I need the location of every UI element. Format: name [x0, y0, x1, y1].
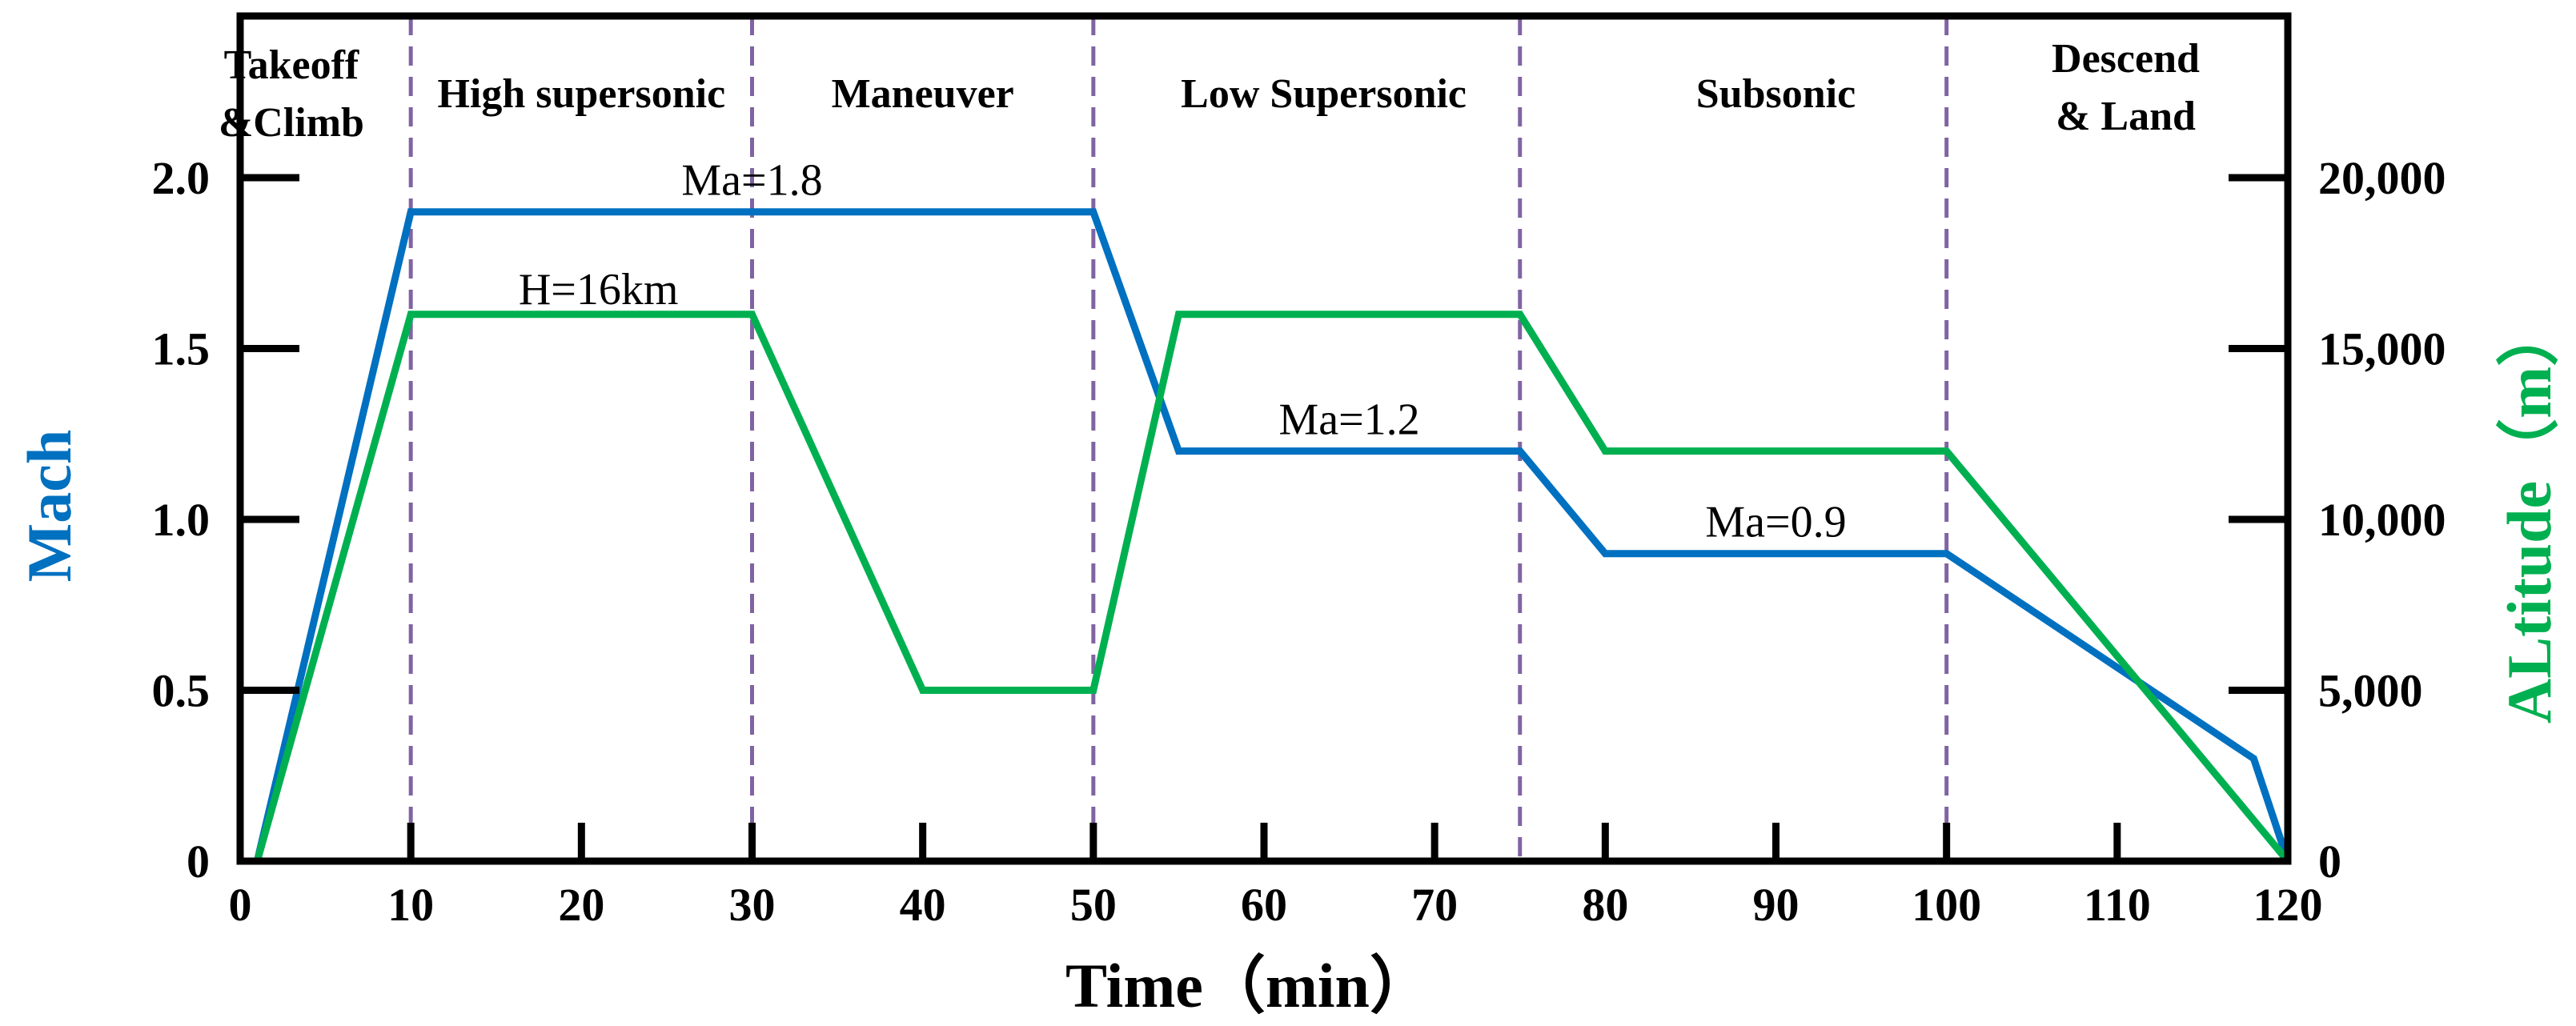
axes-layer: [236, 12, 2292, 865]
y-left-tick-label-1: 0.5: [152, 665, 211, 717]
phase-label-3: Low Supersonic: [1181, 71, 1467, 117]
plot-frame: [236, 12, 2292, 865]
x-tick-label-10: 100: [1912, 879, 1981, 931]
x-tick-label-7: 70: [1411, 879, 1458, 931]
x-tick-label-9: 90: [1753, 879, 1800, 931]
x-tick-label-2: 20: [558, 879, 604, 931]
phase-label-2: Maneuver: [832, 71, 1014, 117]
y-left-axis-label: Mach: [14, 430, 84, 583]
annotation-2: Ma=1.2: [1278, 395, 1419, 444]
y-left-tick-label-0: 0: [187, 836, 210, 888]
phase-label-5: Descend & Land: [2052, 36, 2200, 139]
series-line-altitude: [253, 311, 2291, 864]
x-tick-label-8: 80: [1582, 879, 1628, 931]
x-tick-label-0: 0: [229, 879, 252, 931]
x-tick-label-3: 30: [729, 879, 776, 931]
text-layer: 0 10 20 30 40 50 60 70 80 90 100 110 12000.51.01.52.…: [14, 36, 2564, 1020]
phase-boundary-layer: [408, 16, 1949, 861]
annotation-3: Ma=0.9: [1705, 497, 1846, 547]
x-axis-label: Time（min）: [1065, 951, 1432, 1020]
phase-label-0: Takeoff &Climb: [219, 42, 364, 146]
x-tick-label-1: 10: [387, 879, 434, 931]
x-tick-label-4: 40: [900, 879, 946, 931]
y-right-tick-label-2: 10,000: [2318, 494, 2446, 546]
annotation-0: Ma=1.8: [681, 155, 822, 205]
x-tick-label-11: 110: [2084, 879, 2151, 931]
annotation-1: H=16km: [519, 265, 679, 315]
series-line-mach: [253, 208, 2292, 863]
y-left-tick-label-3: 1.5: [152, 323, 211, 375]
y-left-tick-label-2: 1.0: [152, 494, 211, 546]
y-right-tick-label-1: 5,000: [2318, 665, 2423, 717]
y-right-tick-label-0: 0: [2318, 836, 2341, 888]
x-tick-label-6: 60: [1241, 879, 1287, 931]
series-layer: [253, 208, 2292, 864]
y-right-tick-label-3: 15,000: [2318, 323, 2446, 375]
y-right-tick-label-4: 20,000: [2318, 152, 2446, 204]
x-tick-label-5: 50: [1070, 879, 1117, 931]
x-tick-label-12: 120: [2253, 879, 2323, 931]
y-left-tick-label-4: 2.0: [152, 152, 211, 204]
phase-label-4: Subsonic: [1696, 71, 1856, 117]
phase-label-1: High supersonic: [437, 71, 725, 117]
y-right-axis-label: ALtitude（m）: [2494, 304, 2564, 723]
